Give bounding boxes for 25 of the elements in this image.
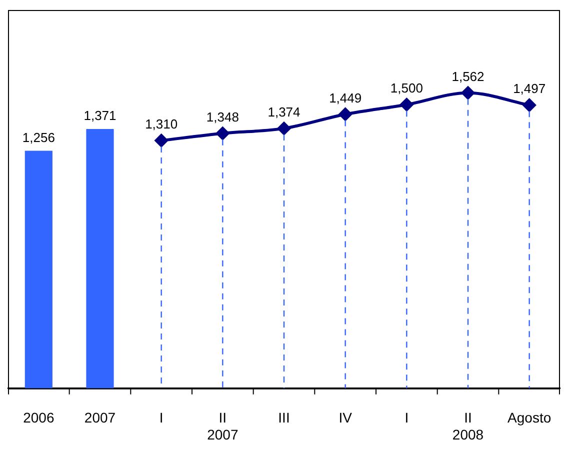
point <box>278 122 290 135</box>
data-label: 1,348 <box>206 109 239 124</box>
data-label: 1,449 <box>329 90 362 106</box>
point <box>522 98 536 112</box>
x-tick-label: I <box>159 410 164 426</box>
x-tick-label: 2007 <box>84 410 116 426</box>
x-tick-label: Agosto <box>508 410 552 426</box>
data-label: 1,256 <box>22 130 55 145</box>
x-tick-label: IV <box>338 410 353 426</box>
point <box>338 108 352 121</box>
point <box>154 134 168 148</box>
point <box>462 86 474 100</box>
point <box>400 98 414 112</box>
x-tick-label: II 2008 <box>452 410 484 442</box>
x-tick-label: III <box>278 410 290 426</box>
data-label: 1,374 <box>268 104 300 120</box>
data-label: 1,371 <box>84 108 116 124</box>
data-label: 1,500 <box>390 80 423 96</box>
x-tick-label: 2006 <box>23 410 54 426</box>
x-tick-label: II 2007 <box>207 410 238 442</box>
data-label: 1,497 <box>513 81 546 96</box>
x-tick-label: I <box>404 410 409 426</box>
data-label: 1,562 <box>452 68 484 84</box>
point <box>216 126 230 140</box>
data-label: 1,310 <box>145 116 178 132</box>
